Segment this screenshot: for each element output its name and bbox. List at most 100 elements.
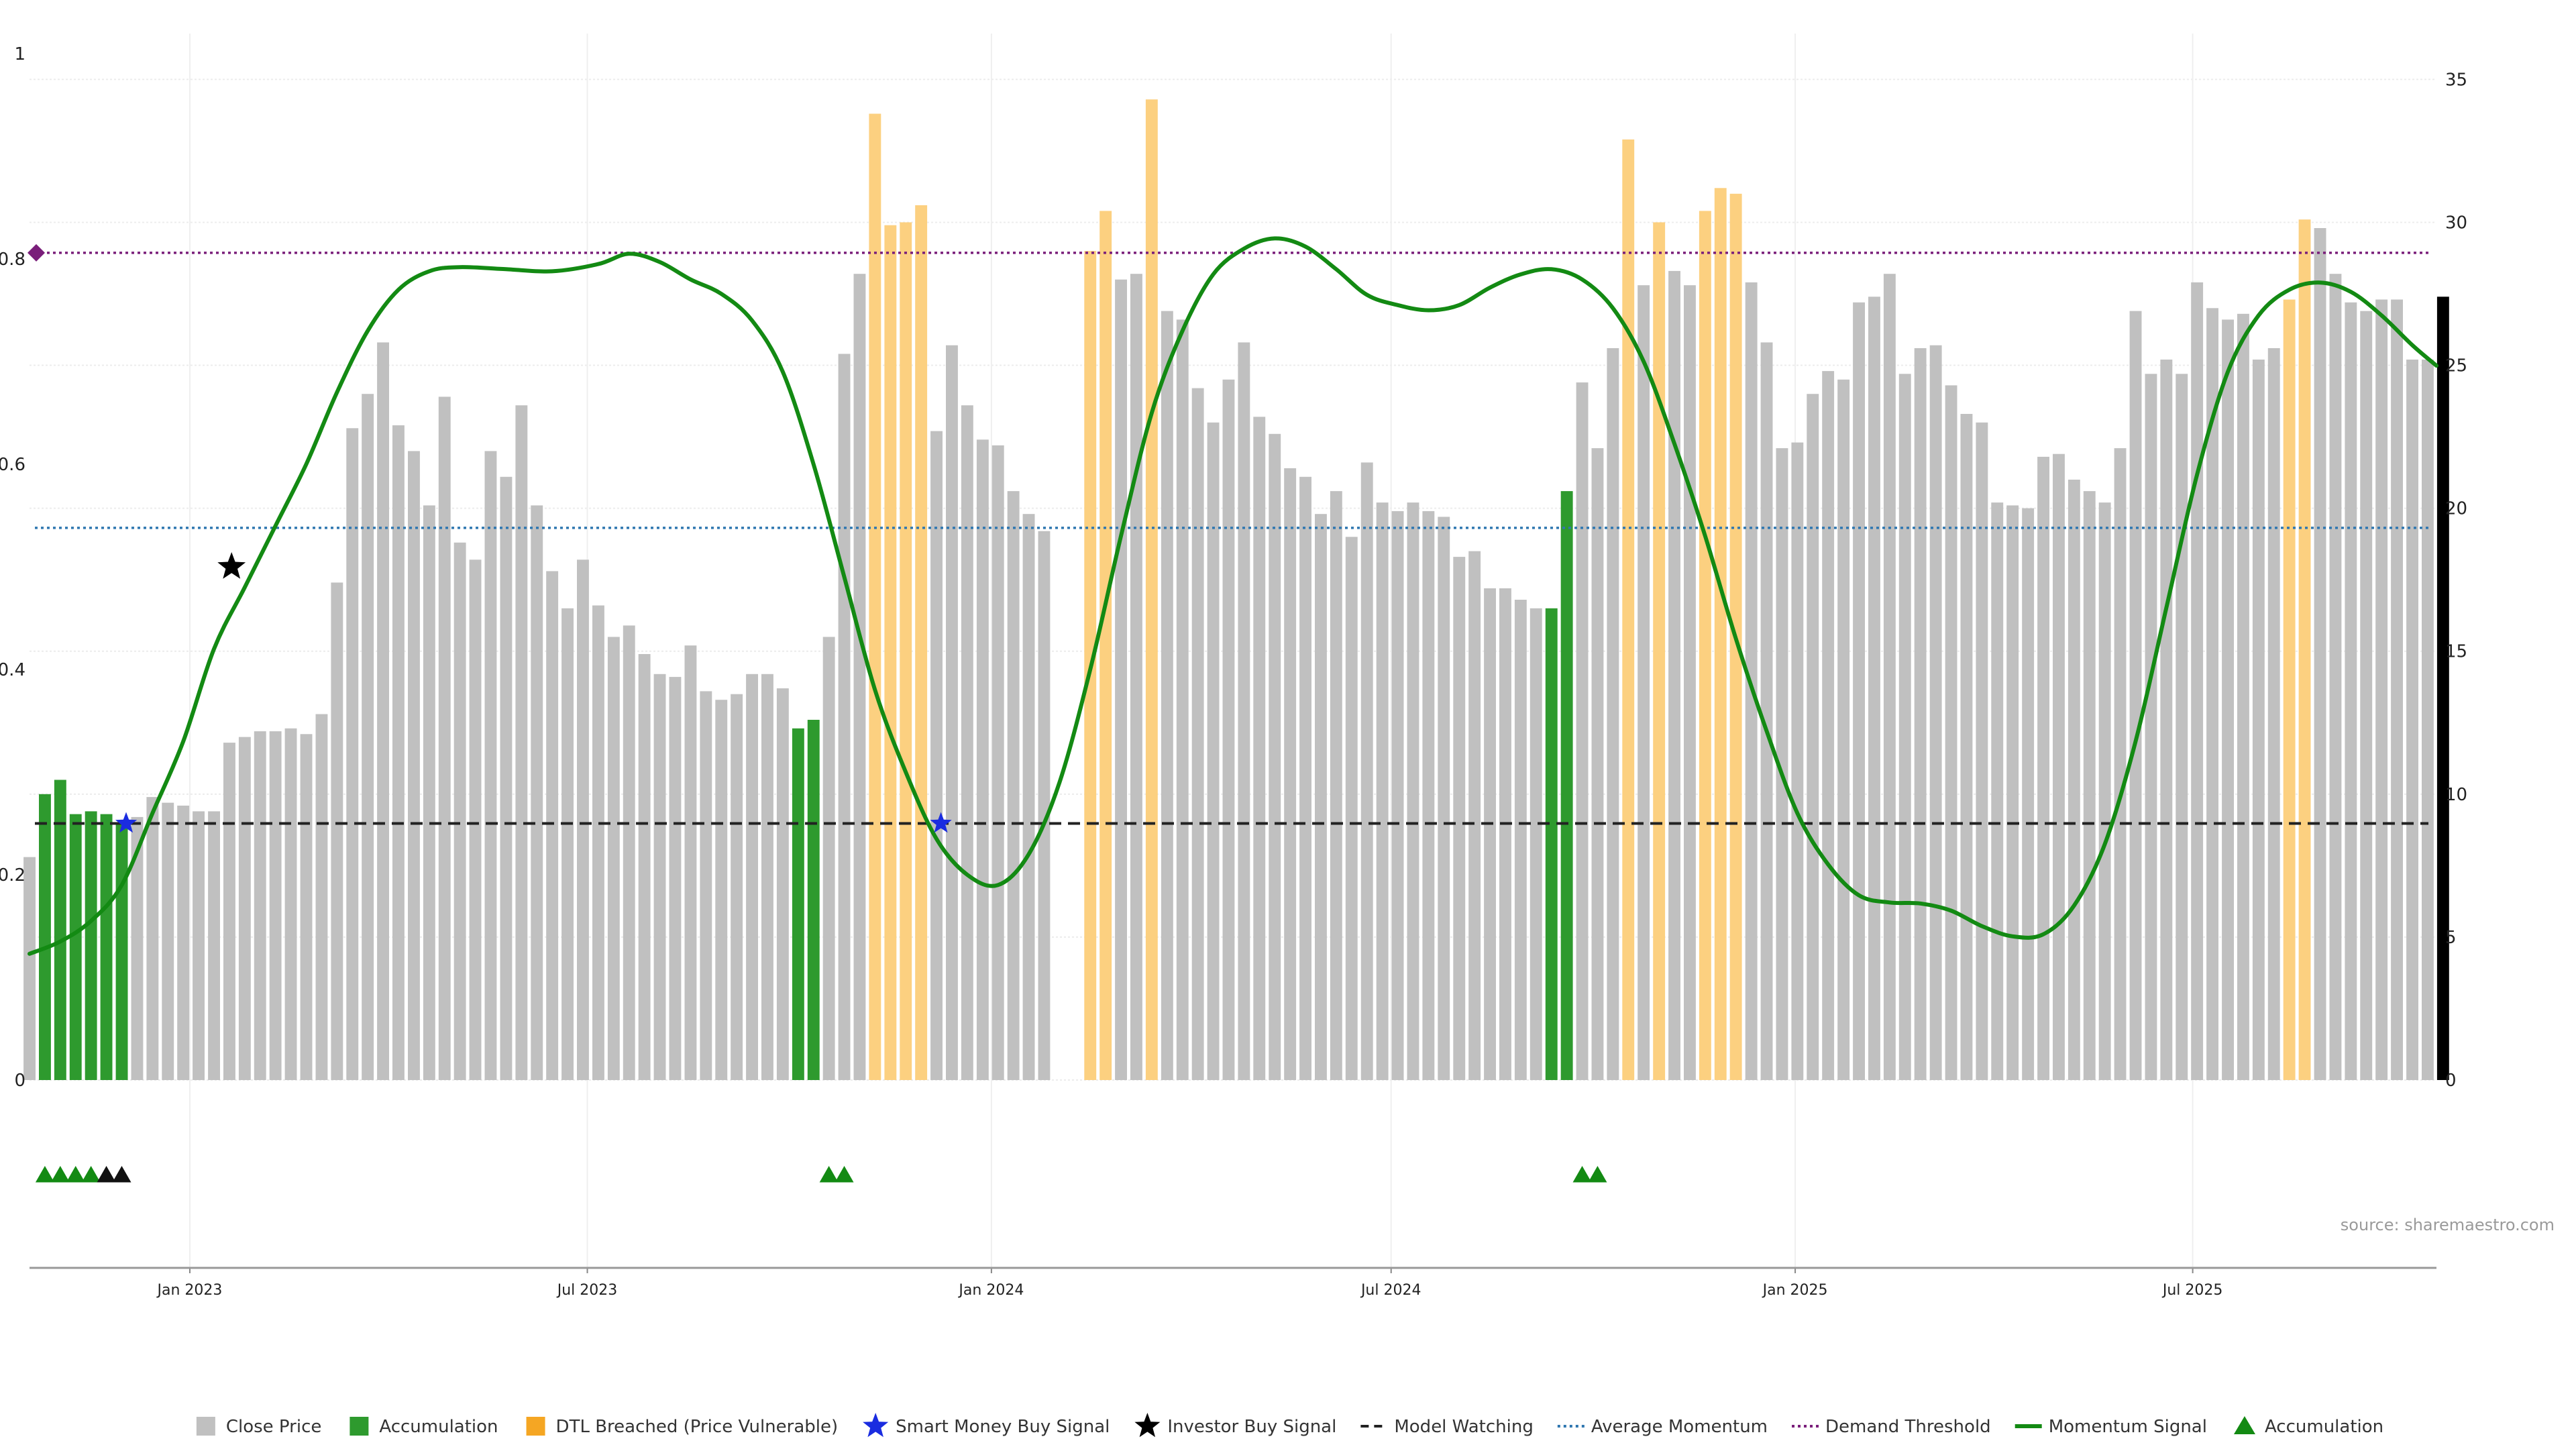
price-bar-gray [776,688,789,1080]
price-bar-gray [1638,285,1650,1081]
price-bar-gray [638,654,651,1080]
x-tick-label: Jul 2023 [556,1282,618,1299]
legend-label: Demand Threshold [1825,1417,1991,1437]
accumulation-triangle [81,1166,101,1183]
legend-label: DTL Breached (Price Vulnerable) [556,1417,839,1437]
price-bar-green [85,811,97,1080]
x-tick-label: Jan 2025 [1762,1282,1828,1299]
price-bar-gray [1760,342,1773,1080]
price-bar-gray [2375,299,2388,1080]
price-bar-gray [1668,270,1680,1080]
price-bar-gray [607,637,620,1080]
price-bar-gray [1360,462,1373,1080]
price-bar-orange [1145,99,1158,1081]
price-bar-gray [1299,476,1311,1080]
accumulation-strip [35,1166,1607,1183]
price-bar-gray [623,625,635,1080]
price-bar-gray [1253,417,1266,1080]
price-bar-gray [408,451,420,1080]
price-bar-gray [238,737,251,1080]
right-tick-label: 20 [2445,499,2467,519]
price-bar-gray [1207,422,1220,1080]
momentum-signal [28,236,2438,956]
price-bar-gray [1914,348,1927,1080]
price-bar-gray [946,345,958,1081]
price-bar-gray [2176,374,2188,1080]
price-bar-gray [193,811,205,1080]
legend-swatch [350,1417,369,1436]
x-tick-label: Jan 2024 [957,1282,1024,1299]
price-bar-orange [2283,299,2296,1080]
price-bar-gray [546,571,559,1080]
price-bar-green [54,780,66,1080]
price-bar-gray [2422,360,2434,1080]
legend-label: Accumulation [379,1417,498,1437]
price-bar-gray [976,439,989,1080]
x-tick-label: Jan 2023 [156,1282,223,1299]
price-bar-green [115,822,128,1080]
price-bar-gray [838,354,851,1080]
demand-threshold-diamond [28,244,45,262]
price-bar-gray [438,396,451,1080]
legend-swatch [526,1417,545,1436]
price-bar-undefined [2436,297,2449,1080]
legend-item: Demand Threshold [1792,1417,1991,1437]
price-bar-gray [2191,282,2204,1080]
price-bar-gray [1514,600,1527,1080]
price-bar-gray [2114,448,2127,1080]
accumulation-triangle [835,1166,854,1183]
price-bar-gray [1007,491,1020,1080]
x-tick-label: Jul 2025 [2161,1282,2223,1299]
price-bar-gray [223,743,235,1080]
price-bar-gray [315,714,328,1080]
left-tick-label: 1 [14,44,25,64]
price-bar-gray [577,559,589,1080]
price-bar-gray [177,805,190,1080]
price-bar-gray [284,728,297,1080]
price-bar-gray [1576,382,1589,1080]
price-bar-gray [1484,588,1496,1080]
price-bar-gray [1161,311,1173,1081]
accumulation-triangle [97,1166,116,1183]
price-bar-gray [1453,557,1466,1080]
price-bar-gray [1115,279,1127,1081]
right-axis: 0 5 10 15 20 25 30 35 [2445,70,2467,1091]
price-bar-gray [930,431,943,1080]
price-bar-gray [700,691,712,1080]
price-bar-orange [915,205,928,1080]
price-bar-gray [500,476,513,1080]
price-bar-orange [884,225,897,1081]
legend-item: Accumulation [350,1417,498,1437]
price-bar-gray [1591,448,1604,1080]
price-bar-gray [669,677,682,1080]
price-bar-gray [853,274,866,1081]
legend-label: Momentum Signal [2049,1417,2207,1437]
right-tick-label: 5 [2445,928,2457,948]
legend-label: Accumulation [2265,1417,2383,1437]
price-bar-orange [869,113,881,1080]
price-bar-gray [331,582,343,1080]
price-bar-gray [254,731,266,1080]
price-bar-gray [1330,491,1342,1080]
price-bar-gray [2406,360,2418,1080]
price-bar-gray [2006,505,2019,1080]
smart-money-buy-signal-star [930,812,952,833]
price-bar-gray [1191,388,1204,1080]
price-bar-gray [300,734,313,1080]
price-bar-gray [1130,274,1142,1081]
price-bar-gray [531,505,543,1080]
price-bar-gray [1315,514,1327,1080]
legend-label: Investor Buy Signal [1167,1417,1336,1437]
price-bar-gray [453,542,466,1080]
legend-item: Momentum Signal [2015,1417,2207,1437]
price-bar-gray [2267,348,2280,1080]
left-tick-label: 0.2 [0,865,25,885]
legend-label: Close Price [226,1417,322,1437]
reference-lines [28,244,2428,825]
left-tick-label: 0 [14,1071,25,1091]
right-tick-label: 30 [2445,213,2467,233]
price-bar-gray [1468,551,1481,1080]
x-tick-label: Jul 2024 [1360,1282,1421,1299]
x-axis: Jan 2023 Jul 2023 Jan 2024 Jul 2024 Jan 2025… [30,1267,2436,1299]
